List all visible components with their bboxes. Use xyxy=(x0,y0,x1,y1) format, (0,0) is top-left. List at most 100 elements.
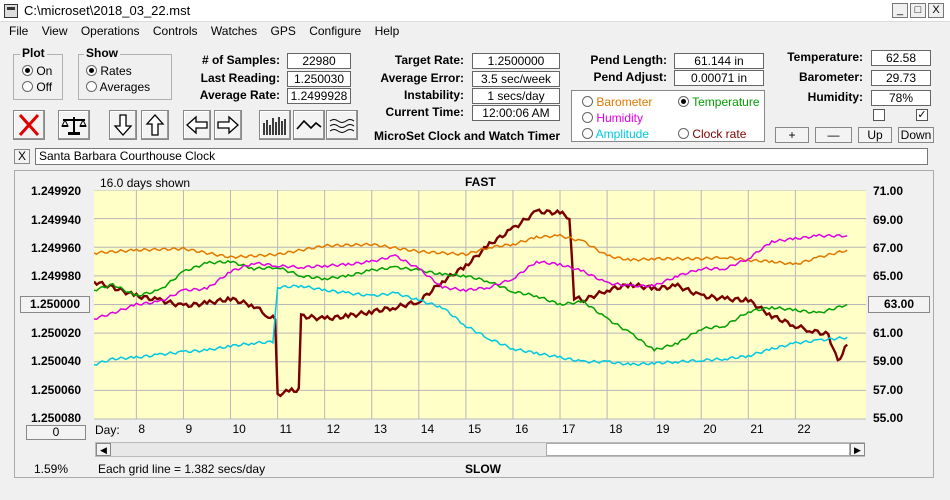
line-graph-button[interactable] xyxy=(293,110,325,140)
right-tick-label: 59.00 xyxy=(873,354,904,368)
up-button[interactable]: Up xyxy=(858,127,892,143)
pend-length-value: 61.144 in xyxy=(674,53,764,69)
left-tick-label: 1.250020 xyxy=(31,326,82,340)
instability-value: 1 secs/day xyxy=(472,88,560,104)
current-time-value: 12:00:06 AM xyxy=(472,105,560,121)
sensor-select-box: Barometer Temperature Humidity Amplitude… xyxy=(571,90,765,142)
sensor-clock-rate-label: Clock rate xyxy=(692,127,747,141)
menu-watches[interactable]: Watches xyxy=(210,24,258,38)
day-tick-label: 15 xyxy=(468,422,482,436)
app-icon[interactable] xyxy=(4,4,18,18)
scroll-left-arrow-icon[interactable]: ◀ xyxy=(96,443,111,456)
day-tick-label: 10 xyxy=(233,422,247,436)
radio-indicator xyxy=(582,96,593,107)
line-graph-icon xyxy=(296,119,322,130)
show-rates-radio[interactable]: Rates xyxy=(86,64,132,78)
close-button[interactable]: X xyxy=(928,3,944,18)
left-tick-label: 1.249960 xyxy=(31,241,82,255)
minus-button[interactable]: — xyxy=(815,127,852,143)
scroll-left-button[interactable] xyxy=(183,110,211,140)
plot-on-label: On xyxy=(36,64,53,78)
day-tick-label: 18 xyxy=(609,422,623,436)
sensor-barometer-label: Barometer xyxy=(596,95,653,109)
percent-label: 1.59% xyxy=(34,462,69,476)
humidity-label: Humidity: xyxy=(807,90,863,104)
average-error-label: Average Error: xyxy=(380,71,464,85)
series-line-barometer xyxy=(94,233,848,266)
day-tick-label: 22 xyxy=(797,422,811,436)
radio-indicator xyxy=(582,128,593,139)
time-scrollbar[interactable]: ◀ ▶ xyxy=(95,442,865,457)
left-tick-label: 1.250060 xyxy=(31,383,82,397)
menu-gps[interactable]: GPS xyxy=(270,24,296,38)
maximize-button[interactable]: □ xyxy=(910,3,926,18)
menu-operations[interactable]: Operations xyxy=(80,24,140,38)
left-tick-label: 1.249920 xyxy=(31,184,82,198)
rate-center-button[interactable]: 1.250000 xyxy=(20,296,90,313)
radio-indicator xyxy=(22,81,33,92)
plus-button[interactable]: + xyxy=(775,127,809,143)
series-line-humidity xyxy=(94,233,848,321)
sensor-humidity-label: Humidity xyxy=(596,111,644,125)
plot-off-label: Off xyxy=(36,80,53,94)
show-averages-radio[interactable]: Averages xyxy=(86,80,150,94)
current-time-label: Current Time: xyxy=(385,105,464,119)
radio-indicator xyxy=(86,81,97,92)
app-caption: MicroSet Clock and Watch Timer xyxy=(374,129,561,143)
menu-bar: File View Operations Controls Watches GP… xyxy=(0,22,950,42)
left-tick-label: 1.249940 xyxy=(31,213,82,227)
arrow-left-icon xyxy=(186,115,208,135)
bar-graph-button[interactable] xyxy=(259,110,291,140)
sensor-clock-rate-option[interactable]: Clock rate xyxy=(678,127,746,141)
show-group-label: Show xyxy=(84,46,120,60)
wave-graph-button[interactable] xyxy=(326,110,358,140)
radio-indicator xyxy=(678,128,689,139)
clear-button[interactable] xyxy=(13,110,45,140)
menu-file[interactable]: File xyxy=(9,24,29,38)
sensor-temperature-label: Temperature xyxy=(692,95,760,109)
sensor-center-button[interactable]: 63.00 xyxy=(868,296,930,313)
sensor-amplitude-option[interactable]: Amplitude xyxy=(582,127,649,141)
humidity-value: 78% xyxy=(871,90,931,106)
menu-configure[interactable]: Configure xyxy=(309,24,362,38)
plot-on-radio[interactable]: On xyxy=(22,64,52,78)
series-line-clock-rate xyxy=(94,208,849,398)
day-tick-label: 20 xyxy=(703,422,717,436)
barometer-value: 29.73 xyxy=(871,70,931,86)
scale-icon xyxy=(61,117,87,135)
fast-label: FAST xyxy=(465,175,496,189)
show-group xyxy=(78,54,172,100)
checkbox-2[interactable]: ✓ xyxy=(916,109,928,121)
average-rate-label: Average Rate: xyxy=(199,88,280,102)
offset-button[interactable]: 0 xyxy=(26,425,86,440)
window-title: C:\microset\2018_03_22.mst xyxy=(24,3,191,18)
scrollbar-thumb[interactable] xyxy=(546,443,850,456)
scroll-down-button[interactable] xyxy=(109,110,137,140)
checkbox-1[interactable] xyxy=(873,109,885,121)
menu-view[interactable]: View xyxy=(41,24,68,38)
sensor-barometer-option[interactable]: Barometer xyxy=(582,95,652,109)
menu-help[interactable]: Help xyxy=(374,24,400,38)
sensor-temperature-option[interactable]: Temperature xyxy=(678,95,760,109)
target-rate-value: 1.2500000 xyxy=(472,53,560,69)
days-shown-label: 16.0 days shown xyxy=(100,176,191,190)
last-reading-label: Last Reading: xyxy=(200,71,280,85)
show-rates-label: Rates xyxy=(100,64,132,78)
balance-button[interactable] xyxy=(58,110,90,140)
scroll-right-button[interactable] xyxy=(214,110,242,140)
average-rate-value: 1.2499928 xyxy=(287,88,351,104)
watch-close-button[interactable]: X xyxy=(14,149,30,164)
scroll-right-arrow-icon[interactable]: ▶ xyxy=(850,443,865,456)
slow-label: SLOW xyxy=(465,462,501,476)
down-button[interactable]: Down xyxy=(898,127,934,143)
minimize-button[interactable]: _ xyxy=(892,3,908,18)
plot-frame xyxy=(14,170,934,478)
sensor-humidity-option[interactable]: Humidity xyxy=(582,111,643,125)
right-tick-label: 69.00 xyxy=(873,213,904,227)
plot-off-radio[interactable]: Off xyxy=(22,80,52,94)
day-tick-label: 8 xyxy=(138,422,145,436)
watch-name-field[interactable]: Santa Barbara Courthouse Clock xyxy=(35,148,928,165)
menu-controls[interactable]: Controls xyxy=(152,24,198,38)
pend-length-label: Pend Length: xyxy=(590,53,667,67)
scroll-up-button[interactable] xyxy=(141,110,169,140)
